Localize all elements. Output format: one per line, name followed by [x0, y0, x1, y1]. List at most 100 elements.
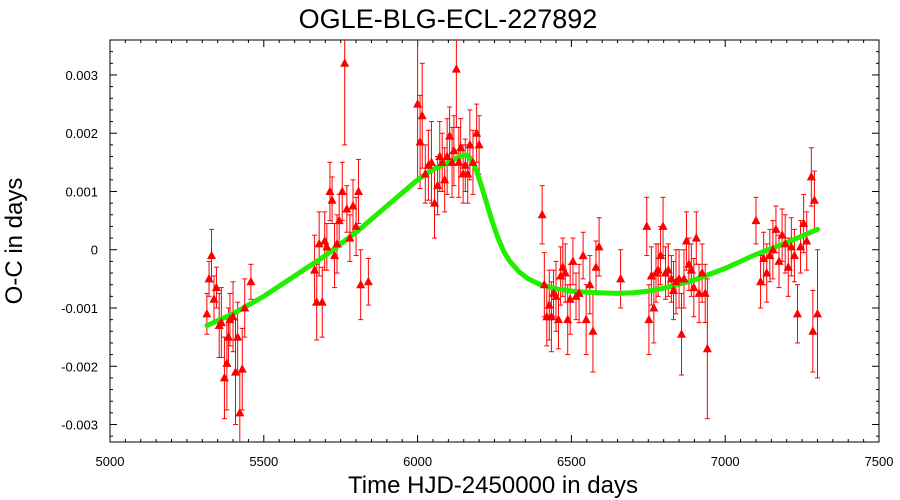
data-point-triangle	[330, 250, 340, 260]
data-point-triangle	[413, 99, 423, 108]
data-point-triangle	[765, 250, 775, 260]
data-point-triangle	[546, 311, 556, 321]
data-point-triangle	[751, 215, 761, 225]
y-tick-label: -0.002	[61, 359, 98, 374]
data-point-triangle	[616, 273, 626, 283]
data-point-triangle	[317, 297, 327, 306]
data-point-triangle	[551, 291, 561, 300]
data-point-triangle	[354, 186, 364, 195]
data-point-triangle	[689, 282, 699, 292]
data-point-triangle	[694, 288, 704, 297]
data-point-triangle	[537, 209, 547, 219]
data-point-triangle	[334, 215, 344, 225]
data-point-triangle	[246, 276, 256, 286]
data-point-triangle	[327, 195, 337, 204]
data-point-triangle	[433, 180, 443, 190]
data-point-triangle	[700, 288, 710, 297]
axis-ticks: 5000 5500 6000 6500 7000 7500 -0.003 -0.002 -0.0…	[61, 39, 894, 469]
data-point-triangle	[430, 198, 440, 207]
data-point-triangle	[594, 241, 604, 251]
data-point-triangle	[320, 236, 330, 245]
data-point-triangle	[539, 279, 549, 289]
data-point-triangle	[474, 139, 484, 149]
data-point-triangle	[768, 244, 778, 254]
x-tick-label: 6000	[403, 454, 432, 469]
data-point-triangle	[204, 273, 214, 283]
data-point-triangle	[454, 157, 464, 166]
data-point-triangle	[235, 407, 245, 417]
data-point-triangle	[777, 230, 787, 239]
y-tick-label: 0.002	[65, 126, 98, 141]
data-point-triangle	[468, 157, 478, 166]
data-point-triangle	[789, 250, 799, 260]
data-point-triangle	[356, 279, 366, 289]
data-point-triangle	[332, 238, 342, 248]
data-point-triangle	[653, 265, 663, 274]
data-point-triangle	[759, 253, 769, 262]
data-point-triangle	[666, 273, 676, 283]
data-point-triangle	[415, 136, 425, 146]
y-tick-label: 0	[91, 243, 98, 258]
x-tick-label: 7500	[865, 454, 894, 469]
data-point-triangle	[663, 265, 673, 274]
data-point-triangle	[581, 314, 591, 324]
y-tick-label: -0.003	[61, 418, 98, 433]
x-tick-label: 5000	[96, 454, 125, 469]
data-point-triangle	[440, 174, 450, 184]
data-point-triangle	[202, 308, 212, 318]
y-tick-label: -0.001	[61, 301, 98, 316]
data-point-triangle	[774, 256, 784, 265]
data-point-triangle	[348, 201, 358, 210]
x-tick-label: 6500	[557, 454, 586, 469]
data-point-triangle	[762, 268, 772, 277]
data-point-triangle	[472, 128, 482, 137]
data-point-triangle	[363, 276, 373, 286]
data-point-triangle	[677, 329, 687, 338]
x-tick-label: 7000	[711, 454, 740, 469]
data-point-triangle	[345, 233, 355, 242]
data-point-triangle	[465, 139, 475, 149]
data-point-triangle	[808, 326, 818, 335]
data-point-triangle	[556, 270, 566, 280]
data-point-triangle	[802, 236, 812, 245]
data-point-triangle	[697, 268, 707, 277]
data-point-triangle	[691, 233, 701, 242]
data-point-triangle	[449, 145, 459, 155]
data-point-triangle	[591, 262, 601, 271]
data-point-triangle	[426, 157, 436, 166]
data-point-triangle	[812, 308, 822, 318]
data-point-triangle	[420, 169, 430, 178]
data-point-triangle	[588, 326, 598, 335]
data-point-triangle	[642, 221, 652, 230]
data-point-triangle	[669, 285, 679, 295]
data-point-triangle	[310, 265, 320, 274]
data-point-triangle	[322, 241, 332, 251]
data-point-triangle	[222, 358, 232, 367]
data-point-triangle	[447, 157, 457, 166]
data-point-triangle	[544, 300, 554, 309]
data-point-triangle	[681, 236, 691, 245]
error-bars	[204, 40, 820, 442]
data-point-triangle	[216, 317, 226, 327]
data-point-triangle	[585, 279, 595, 289]
data-point-triangle	[649, 303, 659, 312]
model-curve	[204, 152, 820, 328]
data-point-triangle	[756, 276, 766, 286]
data-point-triangle	[560, 268, 570, 277]
data-point-triangle	[799, 218, 809, 228]
data-point-triangle	[337, 186, 347, 195]
model-curve-layer	[204, 152, 820, 328]
data-point-triangle	[325, 186, 335, 195]
data-point-triangle	[783, 262, 793, 271]
data-point-triangle	[568, 256, 578, 265]
data-point-triangle	[806, 171, 816, 181]
data-point-triangle	[437, 157, 447, 166]
data-point-triangle	[553, 314, 563, 324]
data-point-triangle	[456, 142, 466, 152]
data-point-triangle	[351, 221, 361, 230]
data-point-triangle	[228, 311, 238, 321]
data-point-triangle	[223, 332, 233, 341]
y-tick-label: 0.003	[65, 68, 98, 83]
data-point-triangle	[463, 169, 473, 178]
